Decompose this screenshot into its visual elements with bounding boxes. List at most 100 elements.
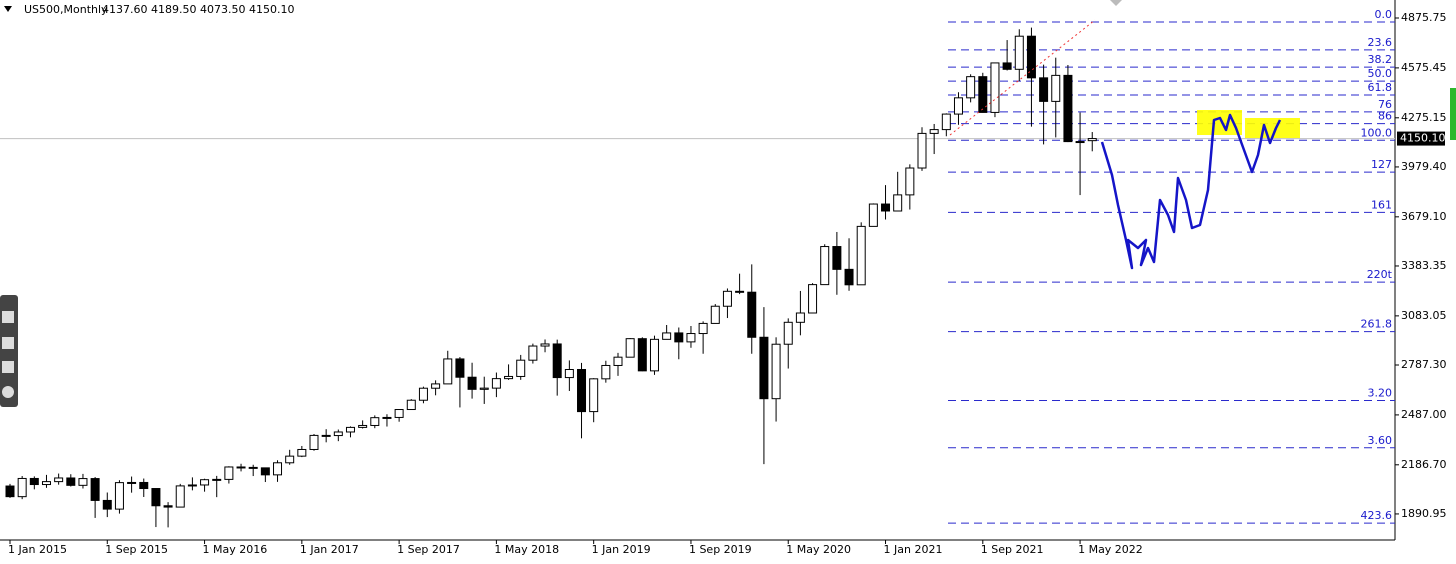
- candle-body: [345, 426, 355, 433]
- price-label-box: [1397, 131, 1445, 146]
- candle-body: [589, 378, 599, 413]
- y-tick-label: 2787.30: [1401, 358, 1447, 371]
- candle-body: [759, 336, 769, 400]
- candle-body: [941, 113, 951, 131]
- y-tick-label: 4575.45: [1401, 61, 1447, 74]
- x-tick-label: 1 Sep 2021: [981, 543, 1044, 556]
- image-icon[interactable]: [2, 361, 14, 373]
- candle-body: [54, 477, 64, 483]
- candle-body: [406, 399, 416, 411]
- y-tick-label: 3979.40: [1401, 160, 1447, 173]
- candle-body: [868, 203, 878, 227]
- fib-label: 161: [1371, 198, 1392, 211]
- highlight-box: [1245, 118, 1300, 138]
- candle-body: [491, 378, 501, 389]
- candle-body: [990, 62, 1000, 113]
- candle-body: [321, 434, 331, 437]
- candle-body: [358, 424, 368, 428]
- fib-label: 100.0: [1361, 126, 1393, 139]
- x-tick-label: 1 Jan 2019: [592, 543, 651, 556]
- candle-body: [1026, 35, 1036, 79]
- candle-body: [1014, 35, 1024, 70]
- side-bar: [1450, 88, 1456, 140]
- fib-label: 3.60: [1368, 434, 1393, 447]
- y-tick-label: 3083.05: [1401, 309, 1447, 322]
- candle-body: [893, 194, 903, 212]
- fib-label: 23.6: [1368, 36, 1393, 49]
- candle-body: [722, 290, 732, 307]
- candle-body: [698, 322, 708, 335]
- candle-body: [17, 477, 27, 498]
- candle-body: [163, 505, 173, 508]
- candle-body: [78, 478, 88, 486]
- candle-body: [333, 431, 343, 437]
- candle-body: [808, 284, 818, 314]
- candle-body: [881, 203, 891, 212]
- chart-title: US500,Monthly: [24, 3, 108, 16]
- candle-body: [516, 359, 526, 377]
- candle-body: [747, 291, 757, 338]
- fib-label: 61.8: [1368, 81, 1393, 94]
- x-tick-label: 1 May 2018: [494, 543, 559, 556]
- fib-label: 38.2: [1368, 53, 1393, 66]
- menu-arrow[interactable]: [4, 6, 12, 12]
- candle-body: [953, 97, 963, 115]
- y-tick-label: 3383.35: [1401, 259, 1447, 272]
- fib-label: 261.8: [1361, 318, 1393, 331]
- x-tick-label: 1 Jan 2021: [884, 543, 943, 556]
- fib-label: 3.20: [1368, 386, 1393, 399]
- x-tick-label: 1 Jan 2015: [8, 543, 67, 556]
- candle-body: [966, 76, 976, 99]
- candle-body: [1002, 62, 1012, 70]
- candle-body: [139, 481, 149, 490]
- fib-label: 50.0: [1368, 67, 1393, 80]
- highlight-box: [1197, 110, 1242, 135]
- candle-body: [1087, 138, 1097, 142]
- fib-label: 76: [1378, 98, 1392, 111]
- y-tick-label: 4875.75: [1401, 11, 1447, 24]
- candle-body: [370, 417, 380, 426]
- candle-body: [710, 305, 720, 324]
- candle-body: [200, 479, 210, 486]
- candle-body: [151, 488, 161, 507]
- fib-label: 423.6: [1361, 509, 1393, 522]
- candle-body: [601, 364, 611, 380]
- candle-body: [637, 338, 647, 372]
- candle-body: [528, 345, 538, 361]
- x-tick-label: 1 Jan 2017: [300, 543, 359, 556]
- fib-label: 127: [1371, 158, 1392, 171]
- candle-body: [175, 485, 185, 508]
- video-icon[interactable]: [2, 337, 14, 349]
- candle-body: [552, 343, 562, 379]
- candle-body: [905, 167, 915, 196]
- y-tick-label: 2487.00: [1401, 408, 1447, 421]
- candle-body: [1039, 77, 1049, 102]
- candle-body: [929, 129, 939, 134]
- camera-icon[interactable]: [2, 311, 14, 323]
- candle-body: [382, 416, 392, 419]
- header-ohlc: 4137.60 4189.50 4073.50 4150.10: [102, 3, 294, 16]
- candle-body: [273, 462, 283, 476]
- trend-line: [949, 19, 1096, 136]
- candle-body: [394, 409, 404, 418]
- y-tick-label: 3679.10: [1401, 210, 1447, 223]
- candle-body: [90, 478, 100, 501]
- y-tick-label: 2186.70: [1401, 458, 1447, 471]
- candle-body: [127, 481, 137, 484]
- candle-body: [1075, 141, 1085, 144]
- candle-body: [564, 369, 574, 379]
- candle-body: [41, 481, 51, 486]
- overlay: 4150.10: [1397, 131, 1446, 146]
- candle-body: [467, 376, 477, 390]
- x-tick-label: 1 Sep 2015: [105, 543, 168, 556]
- price-label: 4150.10: [1400, 132, 1446, 145]
- fib-label: 0.0: [1375, 8, 1393, 21]
- candle-body: [260, 467, 270, 476]
- x-tick-label: 1 May 2020: [786, 543, 851, 556]
- candle-body: [820, 246, 830, 286]
- settings-icon[interactable]: [2, 386, 14, 398]
- candle-body: [102, 499, 112, 510]
- candle-body: [577, 369, 587, 413]
- candle-body: [1063, 74, 1073, 143]
